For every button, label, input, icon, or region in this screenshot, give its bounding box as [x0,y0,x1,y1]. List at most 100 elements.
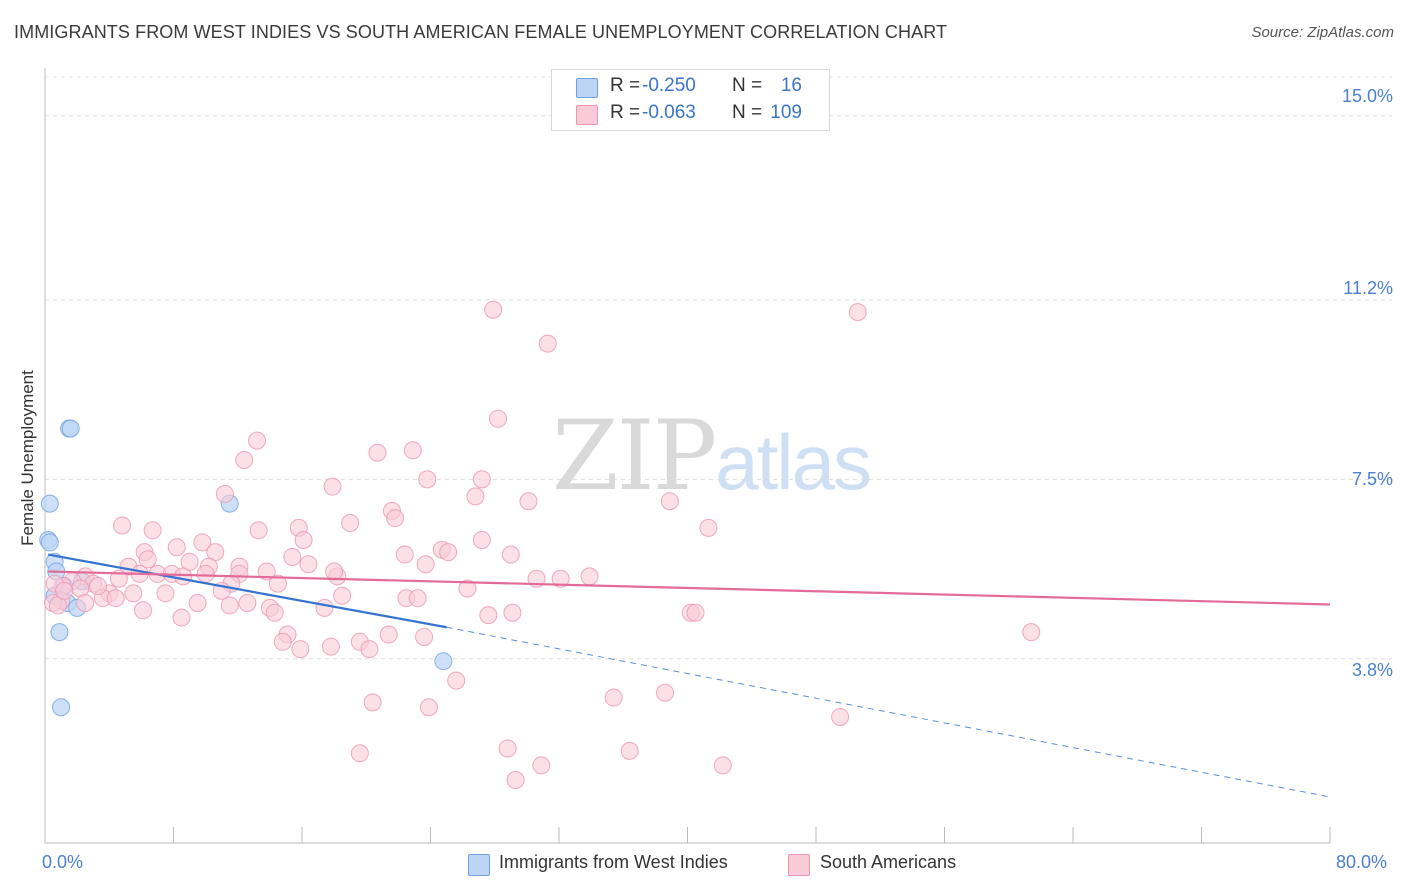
south-americans-point-11 [466,487,485,506]
watermark-atlas: atlas [715,418,872,506]
south-americans-point-59 [124,584,143,603]
west-indies-trend-line [48,553,447,629]
south-americans-point-79 [172,608,191,627]
n-label: N = [732,75,763,96]
south-americans-point-68 [188,594,207,613]
south-americans-point-22 [699,518,718,537]
south-americans-point-8 [418,470,437,489]
chart-title: IMMIGRANTS FROM WEST INDIES VS SOUTH AME… [14,22,948,42]
west-indies-point-2 [40,494,59,513]
south-americans-point-56 [156,584,175,603]
watermark: ZIPatlas [552,400,872,512]
south-americans-point-85 [321,637,340,656]
south-americans-point-91 [656,683,675,702]
south-americans-point-55 [458,579,477,598]
south-americans-point-88 [1022,623,1041,642]
south-americans-point-98 [532,756,551,775]
south-americans-point-65 [76,594,95,613]
south-americans-point-93 [419,698,438,717]
stats-row-south-americans: R = -0.063 N = 109 [552,101,829,128]
south-americans-point-38 [416,555,435,574]
south-americans-point-13 [519,492,538,511]
south-americans-point-31 [283,547,302,566]
south-americans-point-32 [501,545,520,564]
south-americans-point-94 [831,707,850,726]
south-americans-point-106 [257,562,276,581]
south-americans-point-19 [143,521,162,540]
south-americans-point-86 [360,640,379,659]
south-americans-point-7 [235,451,254,469]
south-americans-point-99 [713,756,732,775]
r-label: R = [610,75,641,96]
south-americans-point-63 [408,589,427,608]
y-tick-label-15: 15.0% [1341,86,1393,106]
south-americans-point-101 [180,552,199,571]
south-americans-point-1 [848,303,867,322]
west-indies-point-1 [61,419,80,438]
south-americans-point-104 [580,567,599,586]
legend-label-south-americans: South Americans [820,852,957,872]
south-americans-point-10 [323,477,342,496]
south-americans-point-5 [403,441,422,460]
source-credit: Source: ZipAtlas.com [1251,24,1394,41]
x-tick-label-max: 80.0% [1336,852,1388,872]
south-americans-point-4 [248,431,267,450]
south-americans-point-78 [686,603,705,622]
south-americans-point-83 [273,632,292,651]
n-value: 16 [780,75,802,96]
chart-legend: Immigrants from West Indies South Americ… [0,852,1406,878]
legend-label-west-indies: Immigrants from West Indies [499,852,728,872]
south-americans-point-25 [193,533,212,552]
south-americans-point-69 [238,594,257,613]
south-americans-point-14 [660,492,679,511]
south-americans-point-0 [484,300,503,319]
south-americans-point-9 [472,470,491,489]
west-indies-point-13 [434,652,453,671]
south-americans-point-26 [167,538,186,557]
south-americans-point-102 [89,577,108,596]
south-americans-point-47 [551,569,570,588]
south-americans-point-24 [472,530,491,549]
r-value: -0.063 [642,102,696,123]
south-americans-point-108 [55,581,74,600]
south-americans-point-80 [379,625,398,644]
south-americans-point-37 [299,555,318,574]
south-americans-point-75 [479,606,498,625]
south-americans-point-89 [447,671,466,690]
west-indies-point-12 [50,623,69,642]
west-indies-point-5 [40,533,59,552]
south-americans-point-70 [315,598,334,617]
correlation-stats-box: R = -0.250 N = 16 R = -0.063 N = 109 [551,69,830,131]
south-americans-point-103 [439,543,458,562]
south-americans-point-2 [538,334,557,353]
south-americans-point-6 [368,443,387,462]
y-tick-label-3-8: 3.8% [1351,660,1393,680]
n-label: N = [732,102,763,123]
watermark-zip: ZIP [552,400,717,512]
stats-swatch-pink [576,105,598,125]
south-americans-point-61 [106,589,125,608]
x-tick-label-min: 0.0% [42,852,84,872]
r-label: R = [610,102,641,123]
y-tick-label-11-2: 11.2% [1343,278,1393,298]
south-americans-point-3 [488,409,507,428]
south-americans-point-109 [325,562,344,581]
south-americans-point-95 [498,739,517,758]
south-americans-point-97 [350,744,369,763]
south-americans-point-71 [220,596,239,615]
west-indies-point-14 [52,698,71,717]
south-americans-point-23 [294,530,313,549]
stats-row-west-indies: R = -0.250 N = 16 [552,74,829,101]
stats-swatch-blue [576,78,598,98]
south-americans-point-96 [620,741,639,760]
south-americans-point-87 [291,640,310,659]
south-americans-point-92 [363,693,382,712]
south-americans-point-110 [196,564,215,583]
south-americans-point-74 [265,603,284,622]
south-americans-point-76 [503,603,522,622]
south-americans-point-18 [113,516,132,535]
south-americans-point-100 [506,770,525,789]
south-americans-point-20 [249,521,268,540]
south-americans-point-82 [415,627,434,646]
